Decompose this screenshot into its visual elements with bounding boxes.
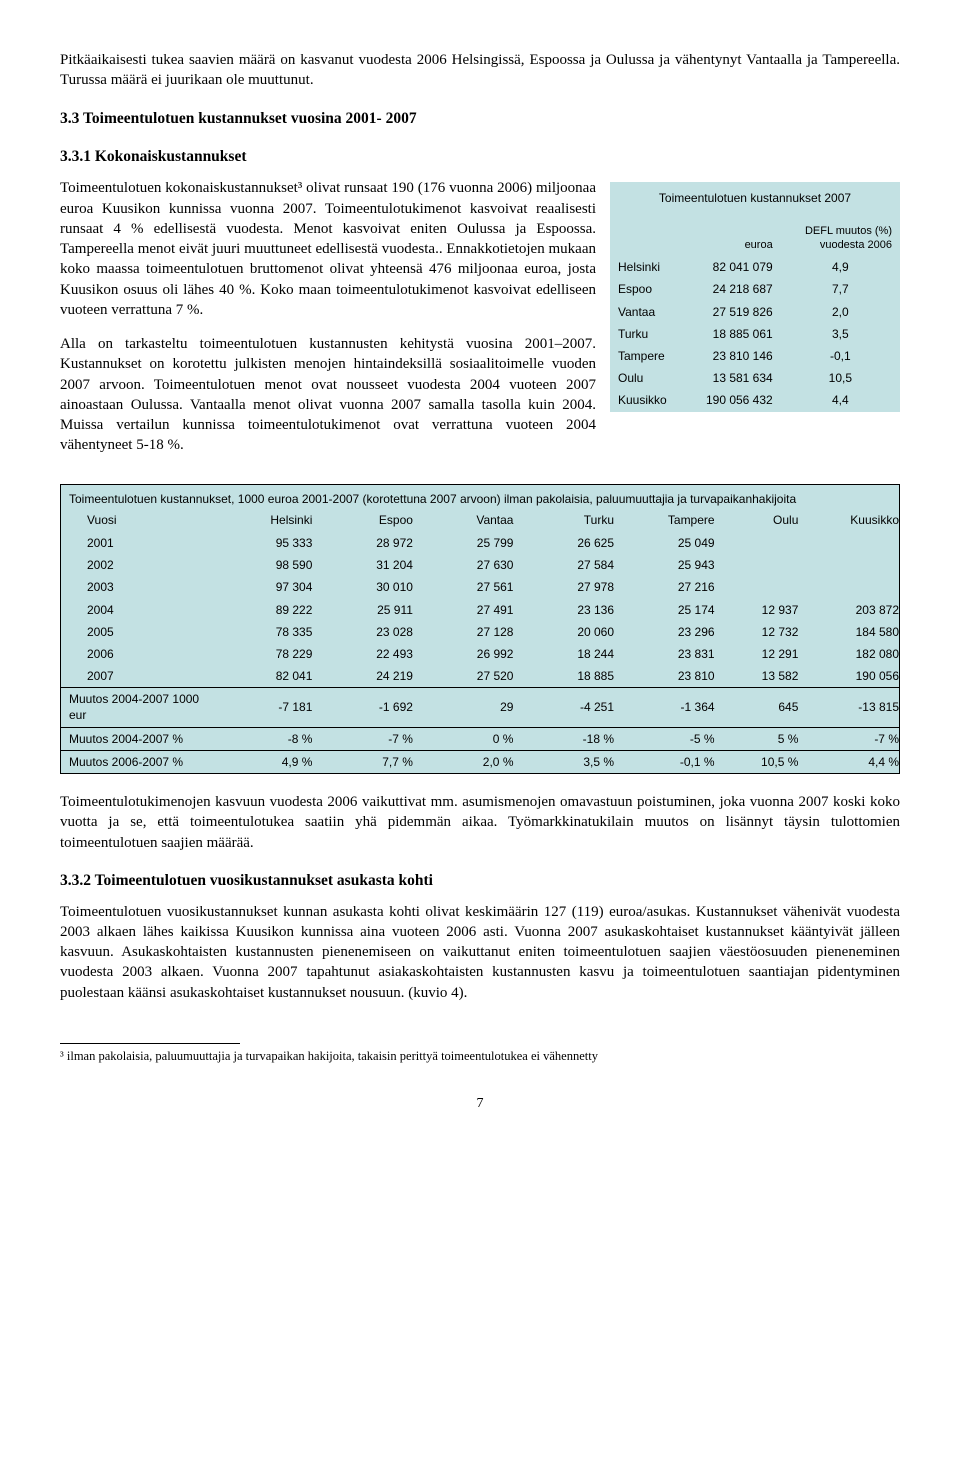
table-row: Tampere23 810 146-0,1 (610, 345, 900, 367)
table-row: 200489 22225 91127 49123 13625 17412 937… (61, 599, 899, 621)
heading-3-3-2: 3.3.2 Toimeentulotuen vuosikustannukset … (60, 871, 900, 892)
table-row: 200195 33328 97225 79926 62525 049 (61, 532, 899, 554)
bigtable-delta-row: Muutos 2004-2007 1000 eur -7 181 -1 692 … (61, 688, 899, 727)
table-row: 200678 22922 49326 99218 24423 83112 291… (61, 643, 899, 665)
floatbox-title: Toimeentulotuen kustannukset 2007 (610, 182, 900, 220)
footnote-text: ³ ilman pakolaisia, paluumuuttajia ja tu… (60, 1048, 900, 1065)
table-row: Espoo24 218 6877,7 (610, 278, 900, 300)
floatbox-col-euroa: euroa (685, 221, 781, 257)
table-row: 200298 59031 20427 63027 58425 943 (61, 554, 899, 576)
table-row: 200397 30430 01027 56127 97827 216 (61, 576, 899, 598)
para-3-3-2: Toimeentulotuen vuosikustannukset kunnan… (60, 902, 900, 1003)
floatbox-table: euroa DEFL muutos (%) vuodesta 2006 Hels… (610, 221, 900, 412)
bigtable-title: Toimeentulotuen kustannukset, 1000 euroa… (61, 485, 899, 509)
costs-2001-2007-table-wrap: Toimeentulotuen kustannukset, 1000 euroa… (60, 484, 900, 774)
table-row: Helsinki82 041 0794,9 (610, 256, 900, 278)
bigtable-header: Vuosi Helsinki Espoo Vantaa Turku Tamper… (61, 509, 899, 532)
table-row: Oulu13 581 63410,5 (610, 367, 900, 389)
heading-3-3-1: 3.3.1 Kokonaiskustannukset (60, 147, 900, 168)
bigtable: Vuosi Helsinki Espoo Vantaa Turku Tamper… (61, 509, 899, 773)
bigtable-pct2-row: Muutos 2006-2007 % 4,9 % 7,7 % 2,0 % 3,5… (61, 750, 899, 773)
bigtable-pct1-row: Muutos 2004-2007 % -8 % -7 % 0 % -18 % -… (61, 727, 899, 750)
para-after-table: Toimeentulotukimenojen kasvuun vuodesta … (60, 792, 900, 853)
costs-2007-box: Toimeentulotuen kustannukset 2007 euroa … (610, 182, 900, 411)
floatbox-col-defl: DEFL muutos (%) vuodesta 2006 (781, 221, 900, 257)
table-row: 200578 33523 02827 12820 06023 29612 732… (61, 621, 899, 643)
heading-3-3: 3.3 Toimeentulotuen kustannukset vuosina… (60, 109, 900, 130)
table-row: 200782 04124 21927 52018 88523 81013 582… (61, 665, 899, 688)
table-row: Turku18 885 0613,5 (610, 323, 900, 345)
table-row: Vantaa27 519 8262,0 (610, 301, 900, 323)
page-number: 7 (60, 1095, 900, 1114)
footnote-separator (60, 1043, 240, 1044)
intro-paragraph: Pitkäaikaisesti tukea saavien määrä on k… (60, 50, 900, 91)
table-row: Kuusikko190 056 4324,4 (610, 389, 900, 411)
